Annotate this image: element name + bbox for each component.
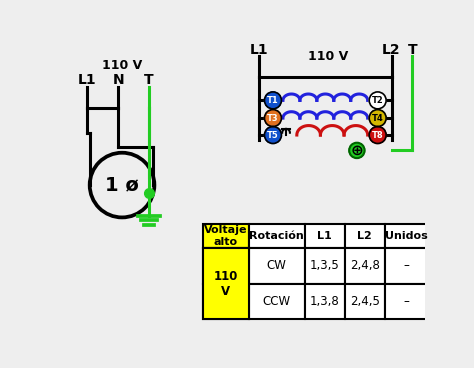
- Circle shape: [369, 110, 386, 127]
- Text: L2: L2: [382, 43, 401, 57]
- Circle shape: [264, 92, 282, 109]
- Bar: [203, 248, 249, 319]
- Text: T: T: [144, 72, 154, 86]
- Bar: [304, 248, 345, 284]
- Bar: [304, 284, 345, 319]
- Text: T: T: [408, 43, 417, 57]
- Circle shape: [369, 92, 386, 109]
- Circle shape: [349, 143, 365, 158]
- Bar: [249, 224, 304, 248]
- Text: Voltaje
alto: Voltaje alto: [204, 225, 248, 247]
- Circle shape: [264, 127, 282, 144]
- Text: 110 V: 110 V: [308, 50, 348, 63]
- Bar: [345, 284, 384, 319]
- Circle shape: [264, 110, 282, 127]
- Bar: [203, 284, 249, 319]
- Text: T5: T5: [267, 131, 279, 139]
- Text: 110
V: 110 V: [214, 270, 238, 298]
- Text: –: –: [404, 295, 410, 308]
- Text: L2: L2: [357, 231, 372, 241]
- Bar: [345, 224, 384, 248]
- Bar: [249, 248, 304, 284]
- Text: T1: T1: [267, 96, 279, 105]
- Bar: [345, 248, 384, 284]
- Bar: [384, 248, 428, 284]
- Text: L1: L1: [317, 231, 332, 241]
- Bar: [203, 248, 249, 284]
- Text: N: N: [112, 72, 124, 86]
- Bar: [249, 284, 304, 319]
- Text: L1: L1: [250, 43, 268, 57]
- Text: 1 ø: 1 ø: [105, 176, 139, 195]
- Text: T2: T2: [372, 96, 383, 105]
- Bar: [384, 224, 428, 248]
- Text: T8: T8: [372, 131, 383, 139]
- Bar: [384, 284, 428, 319]
- Text: 2,4,5: 2,4,5: [350, 295, 380, 308]
- Bar: [304, 224, 345, 248]
- Text: T3: T3: [267, 114, 279, 123]
- Text: –: –: [404, 259, 410, 272]
- Text: 1,3,5: 1,3,5: [310, 259, 339, 272]
- Text: ⊕: ⊕: [350, 143, 363, 158]
- Text: 110 V: 110 V: [102, 59, 142, 72]
- Text: 2,4,8: 2,4,8: [350, 259, 380, 272]
- Text: CW: CW: [267, 259, 287, 272]
- Circle shape: [369, 127, 386, 144]
- Text: 1,3,8: 1,3,8: [310, 295, 339, 308]
- Text: L1: L1: [78, 72, 97, 86]
- Text: CCW: CCW: [263, 295, 291, 308]
- Text: Rotación: Rotación: [249, 231, 304, 241]
- Text: Unidos: Unidos: [385, 231, 428, 241]
- Bar: [203, 224, 249, 248]
- Text: T4: T4: [372, 114, 383, 123]
